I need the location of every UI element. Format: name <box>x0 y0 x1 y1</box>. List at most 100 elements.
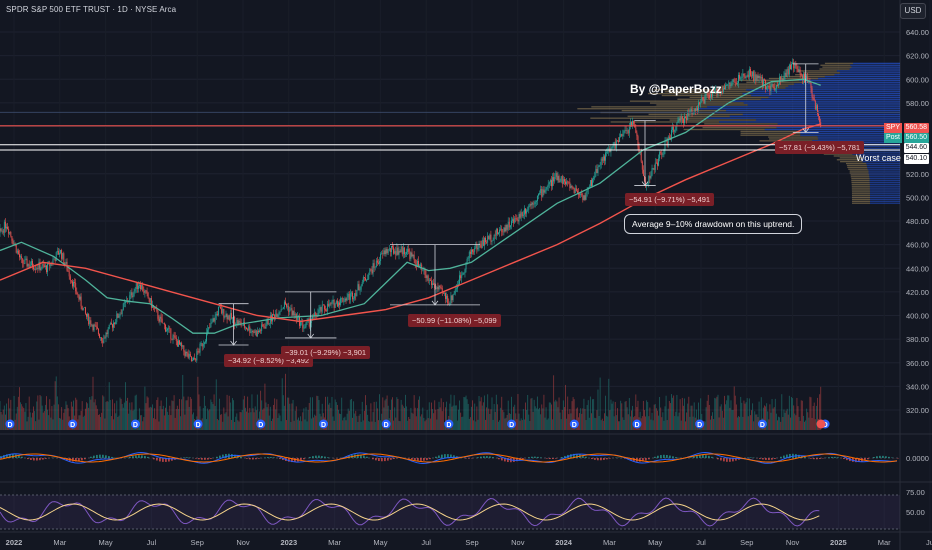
volume-bar <box>427 418 429 430</box>
candle-body <box>344 298 346 302</box>
candle-body <box>68 271 70 277</box>
volume-bar <box>680 420 682 430</box>
candle-body <box>558 176 560 183</box>
volume-bar <box>718 417 720 430</box>
volume-bar <box>636 407 638 430</box>
y-tick-label: 320.00 <box>906 406 929 415</box>
dividend-marker-label: D <box>572 422 577 429</box>
volume-bar <box>328 404 330 430</box>
candle-body <box>375 260 377 268</box>
macd-histogram-bar <box>438 455 440 458</box>
candle-body <box>122 303 124 310</box>
volume-bar <box>527 394 529 430</box>
volume-bar <box>560 419 562 430</box>
volume-bar <box>275 409 277 430</box>
volume-bar <box>375 401 377 430</box>
candle-body <box>443 292 445 294</box>
volume-bar <box>473 420 475 430</box>
candle-body <box>597 166 599 174</box>
volume-bar <box>456 420 458 430</box>
volume-bar <box>126 400 127 430</box>
volume-bar <box>559 412 561 430</box>
rsi-ma-line <box>0 503 820 521</box>
candle-body <box>179 340 180 345</box>
macd-histogram-bar <box>195 458 197 459</box>
candle-body <box>475 244 477 249</box>
candle-body <box>108 324 110 329</box>
candle-body <box>525 208 526 214</box>
macd-histogram-bar <box>534 456 536 458</box>
volume-bar <box>152 404 153 430</box>
volume-profile-bar <box>719 121 900 123</box>
candle-body <box>188 353 190 358</box>
candle-body <box>629 122 631 127</box>
candle-body <box>374 267 376 268</box>
candle-body <box>73 282 74 287</box>
currency-button[interactable]: USD <box>900 3 926 19</box>
volume-profile-bar <box>591 106 708 108</box>
volume-bar <box>295 406 297 430</box>
volume-bar <box>235 416 237 430</box>
volume-bar <box>89 396 91 430</box>
volume-profile-bar <box>740 134 801 136</box>
volume-bar <box>610 399 612 430</box>
macd-histogram-bar <box>204 458 206 460</box>
volume-bar <box>487 394 489 430</box>
macd-histogram-bar <box>360 454 362 458</box>
volume-bar <box>604 413 605 430</box>
volume-profile-bar <box>661 94 752 97</box>
macd-histogram-bar <box>528 457 530 458</box>
volume-profile-bar <box>849 68 900 70</box>
candle-body <box>520 212 522 218</box>
candle-body <box>116 313 118 322</box>
volume-bar <box>347 408 349 430</box>
candle-body <box>278 312 280 315</box>
candle-body <box>490 234 492 242</box>
volume-bar <box>709 419 711 430</box>
candle-body <box>147 292 149 299</box>
candle-body <box>479 243 481 245</box>
volume-bar <box>187 396 189 430</box>
volume-bar <box>367 414 369 430</box>
volume-bar <box>695 409 697 430</box>
candle-body <box>676 122 678 127</box>
candle-body <box>619 137 621 142</box>
volume-bar <box>221 414 223 430</box>
candle-body <box>546 186 548 190</box>
macd-histogram-bar <box>135 455 137 458</box>
volume-bar <box>784 412 786 430</box>
candle-body <box>722 87 724 92</box>
volume-bar <box>573 399 575 430</box>
macd-histogram-bar <box>378 458 380 462</box>
candle-body <box>515 218 517 219</box>
candle-body <box>400 246 402 253</box>
candle-body <box>149 298 151 302</box>
candle-body <box>573 188 575 194</box>
volume-bar <box>66 404 68 430</box>
post-price-tag: 560.50 <box>903 133 929 143</box>
volume-bar <box>95 405 97 430</box>
candle-body <box>744 75 746 78</box>
volume-bar <box>302 412 304 430</box>
candle-body <box>95 325 97 327</box>
candle-body <box>658 158 659 166</box>
volume-profile-bar <box>747 104 900 106</box>
macd-histogram-bar <box>600 458 602 461</box>
candle-body <box>481 240 483 248</box>
volume-bar <box>97 414 99 430</box>
volume-bar <box>802 415 804 430</box>
candle-body <box>493 234 495 240</box>
volume-bar <box>584 408 586 430</box>
candle-body <box>37 267 39 269</box>
volume-bar <box>61 407 63 430</box>
dividend-marker <box>444 419 454 429</box>
volume-bar <box>251 394 253 430</box>
candle-body <box>173 335 175 336</box>
candle-body <box>557 176 559 181</box>
volume-bar <box>65 401 67 430</box>
candle-body <box>27 263 29 267</box>
rsi-tick-label: 75.00 <box>906 488 925 497</box>
candle-body <box>530 204 532 206</box>
candle-body <box>251 330 253 333</box>
